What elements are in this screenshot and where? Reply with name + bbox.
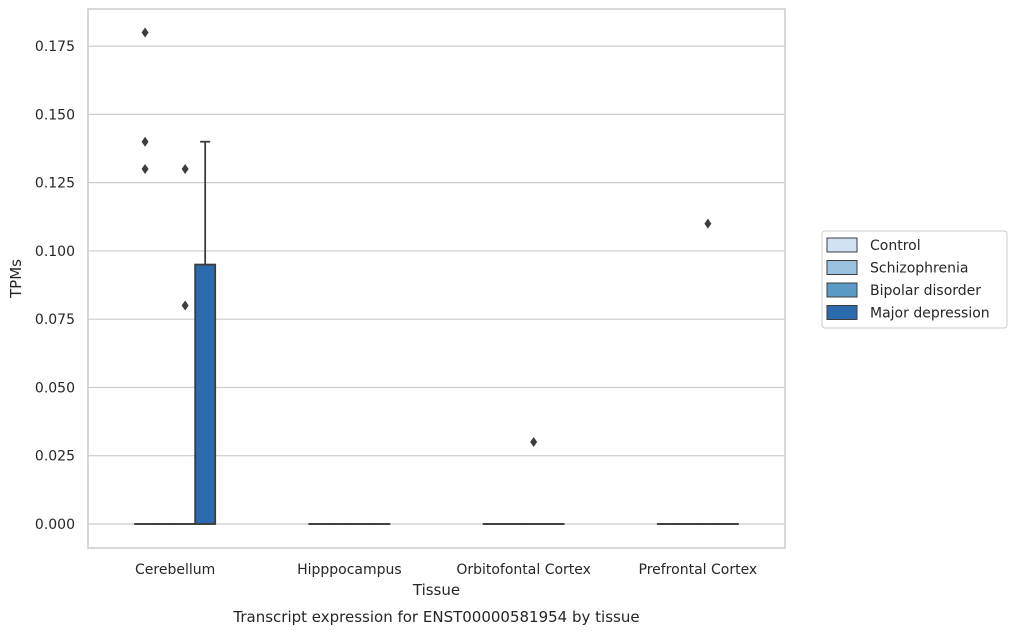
legend: Control Schizophrenia Bipolar disorder Majo…	[821, 230, 1008, 329]
box	[194, 140, 217, 525]
legend-swatch	[826, 237, 858, 253]
box	[174, 164, 197, 525]
legend-frame	[821, 230, 1008, 329]
x-tick-label: Orbitofontal Cortex	[456, 562, 591, 578]
x-tick-label: Cerebellum	[135, 562, 215, 578]
outlier-point	[141, 27, 149, 38]
series-0	[134, 27, 679, 525]
outlier-point	[141, 164, 149, 175]
y-tick-label: 0.050	[35, 380, 75, 396]
x-axis-label: Tissue	[412, 581, 460, 599]
series-3	[194, 140, 739, 525]
x-tick-label: Prefrontal Cortex	[639, 562, 758, 578]
legend-swatch	[826, 282, 858, 298]
chart-title: Transcript expression for ENST0000058195…	[232, 608, 639, 626]
grid-lines	[88, 45, 785, 525]
y-tick-label: 0.025	[35, 449, 75, 465]
outlier-point	[530, 437, 538, 448]
box	[696, 218, 719, 525]
x-axis: Cerebellum Hipppocampus Orbitofontal Corte…	[135, 562, 757, 578]
legend-entry: Bipolar disorder	[870, 283, 981, 299]
y-axis-label: TPMs	[7, 259, 25, 299]
outlier-point	[181, 300, 189, 311]
legend-swatch	[826, 305, 858, 320]
y-axis: 0.000 0.025 0.050 0.075 0.100 0.125 0.150 0.175	[35, 39, 75, 533]
legend-entry: Schizophrenia	[870, 261, 968, 277]
box	[134, 27, 156, 525]
y-tick-label: 0.075	[35, 312, 75, 328]
x-tick-label: Hipppocampus	[297, 562, 402, 578]
series-2	[174, 164, 719, 525]
y-tick-label: 0.125	[35, 176, 75, 192]
box-series	[134, 27, 739, 525]
y-tick-label: 0.000	[35, 517, 75, 533]
legend-swatch	[826, 260, 858, 275]
legend-entry: Control	[870, 238, 921, 254]
y-tick-label: 0.100	[35, 244, 75, 260]
plot-area	[87, 8, 786, 549]
outlier-point	[141, 136, 149, 147]
outlier-point	[704, 218, 712, 229]
y-tick-label: 0.150	[35, 107, 75, 123]
legend-entry: Major depression	[870, 306, 990, 322]
y-tick-label: 0.175	[35, 39, 75, 55]
box	[522, 437, 545, 525]
box-rect	[194, 263, 217, 525]
outlier-point	[181, 164, 189, 175]
